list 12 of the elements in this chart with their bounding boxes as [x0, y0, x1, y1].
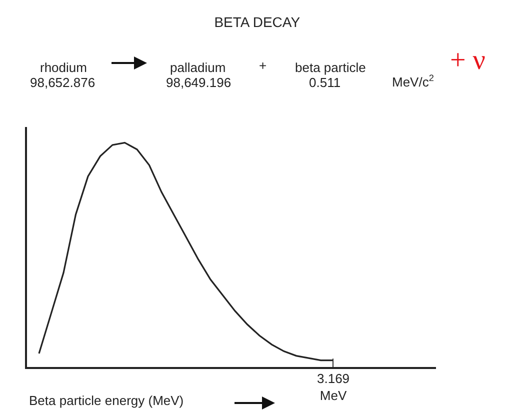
text: 3.169 MeV — [317, 371, 350, 403]
text: 0.511 — [309, 75, 341, 90]
x-axis-title: Beta particle energy (MeV) — [29, 393, 184, 408]
text: + ν — [450, 45, 486, 76]
text: 98,649.196 — [166, 75, 232, 90]
text: MeV/c$^{2}$ — [392, 73, 434, 90]
text: beta particle — [295, 60, 366, 75]
text: palladium — [170, 60, 226, 75]
text: + — [259, 58, 267, 73]
text: rhodium — [40, 60, 87, 75]
text: 98,652.876 — [30, 75, 96, 90]
chart-title: BETA DECAY — [214, 14, 301, 30]
